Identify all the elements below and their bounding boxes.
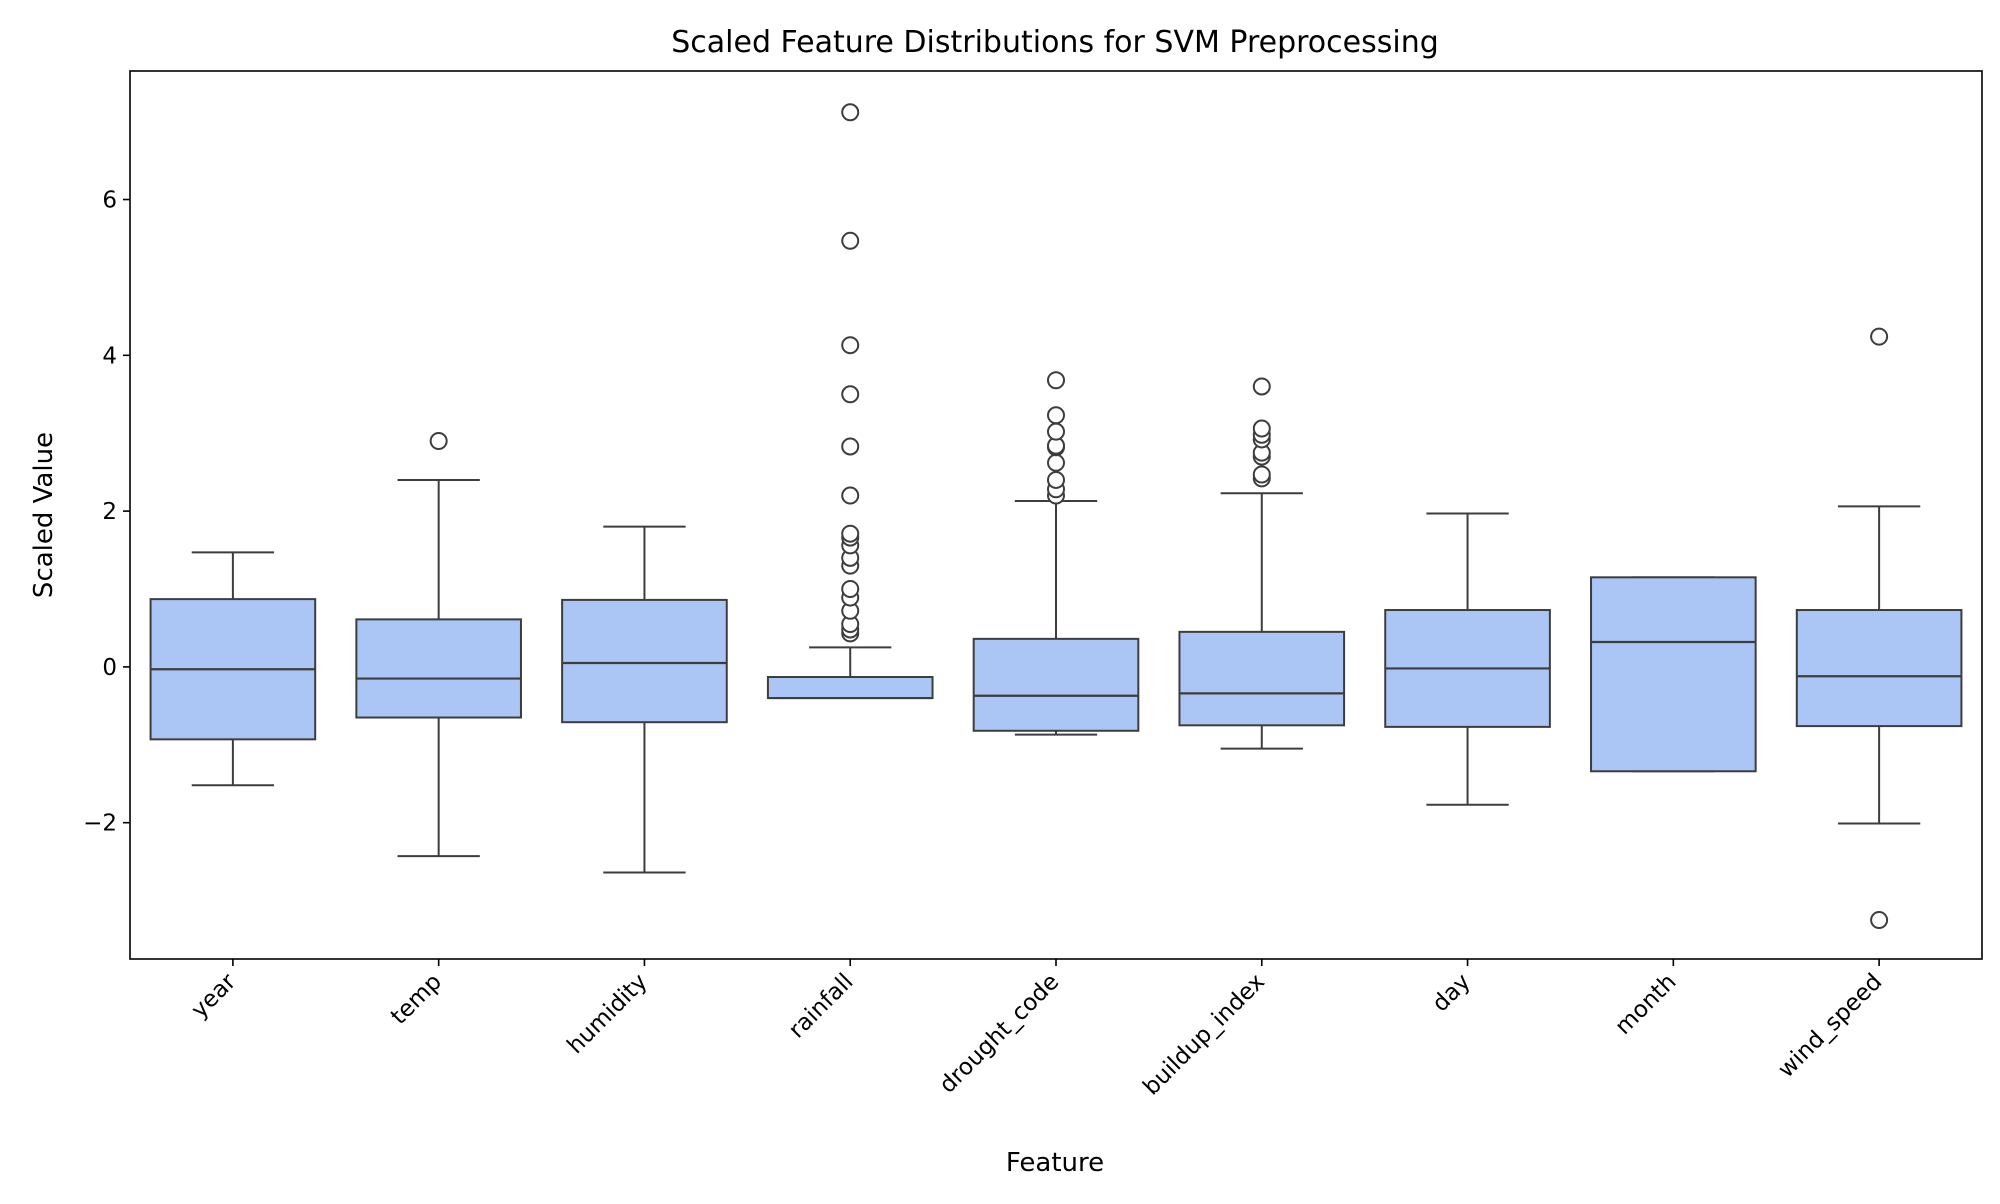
outlier-point (841, 437, 860, 456)
y-tick-label: 0 (102, 655, 117, 681)
box-year (149, 551, 317, 787)
outlier-point (841, 103, 860, 122)
y-axis: −2 0 2 4 6 (83, 188, 130, 837)
x-tick-label: day (1427, 969, 1475, 1017)
box-day (1384, 512, 1551, 806)
outlier-point (841, 231, 860, 250)
x-axis: year temp humidity rainfall drought_code buil… (186, 959, 1887, 1101)
y-tick-label: −2 (83, 811, 117, 837)
iqr-box (1795, 609, 1963, 728)
outlier-point (1047, 422, 1065, 441)
outlier-point (1252, 377, 1271, 396)
box-wind-speed (1795, 327, 1963, 930)
outlier-point (1047, 453, 1065, 472)
x-tick-label: buildup_index (1138, 969, 1270, 1101)
box-month (1590, 576, 1757, 773)
iqr-box (1590, 576, 1757, 773)
outlier-point (841, 385, 860, 404)
box-rainfall (766, 103, 934, 700)
outlier-point (1047, 406, 1065, 425)
box-drought-code (972, 371, 1140, 736)
plot-area (149, 103, 1963, 930)
x-tick-label: year (186, 968, 241, 1023)
iqr-box (355, 618, 522, 719)
box-buildup-index (1178, 377, 1346, 750)
y-tick-label: 2 (102, 499, 117, 525)
x-tick-label: rainfall (784, 969, 859, 1044)
outlier-point (1252, 419, 1271, 438)
x-tick-label: temp (386, 969, 447, 1030)
x-tick-label: drought_code (935, 969, 1065, 1099)
iqr-box (972, 637, 1140, 732)
y-tick-label: 6 (102, 188, 117, 214)
iqr-box (1178, 630, 1346, 727)
outlier-point (1047, 470, 1065, 489)
outlier-point (1870, 327, 1889, 346)
box-humidity (561, 525, 728, 874)
outlier-point (841, 580, 860, 598)
chart-title: Scaled Feature Distributions for SVM Pre… (671, 25, 1439, 60)
x-tick-label: month (1610, 969, 1681, 1040)
x-axis-label: Feature (1006, 1148, 1104, 1178)
outlier-point (841, 524, 860, 543)
outlier-point (429, 432, 448, 450)
box-temp (355, 432, 522, 858)
outlier-point (841, 336, 860, 355)
x-tick-label: humidity (562, 969, 652, 1059)
outlier-point (841, 486, 860, 505)
x-tick-label: wind_speed (1773, 969, 1887, 1083)
y-tick-label: 4 (102, 343, 117, 369)
iqr-box (561, 598, 728, 724)
outlier-point (1047, 371, 1065, 390)
iqr-box (766, 676, 934, 700)
y-axis-label: Scaled Value (29, 432, 59, 598)
outlier-point (1870, 911, 1889, 930)
outlier-point (1252, 465, 1271, 484)
